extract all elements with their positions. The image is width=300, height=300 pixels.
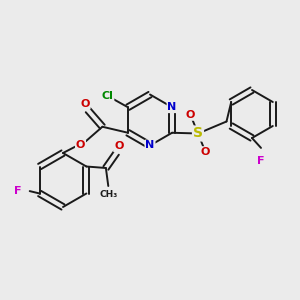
Text: Cl: Cl <box>102 91 113 101</box>
Text: S: S <box>193 127 203 140</box>
Text: F: F <box>14 186 22 196</box>
Text: N: N <box>146 140 154 151</box>
Text: N: N <box>167 102 177 112</box>
Text: O: O <box>186 110 195 120</box>
Text: F: F <box>257 155 265 166</box>
Text: O: O <box>114 141 124 152</box>
Text: O: O <box>76 140 85 150</box>
Text: O: O <box>80 99 90 109</box>
Text: CH₃: CH₃ <box>99 190 117 199</box>
Text: O: O <box>201 147 210 157</box>
